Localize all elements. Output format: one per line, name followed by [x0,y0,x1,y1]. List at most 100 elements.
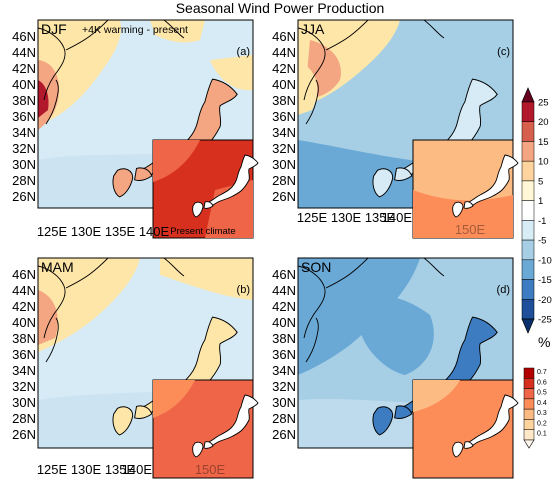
colorbar-change-label: -1 [538,216,546,227]
inset-present-son [412,379,519,479]
lat-tick: 26N [272,189,296,204]
lat-tick: 44N [12,283,36,298]
colorbar-present: 0.7 0.6 0.5 0.4 0.3 0.2 0.1 [523,367,547,449]
colorbar-change-label: 15 [538,137,549,148]
lon-tick: 130E [331,210,362,225]
lon-tick: 140E [382,210,413,225]
lat-axis-djf: 46N 44N 42N 40N 38N 36N 34N 32N 30N 28N … [12,29,36,204]
colorbar-change-segment [521,180,535,201]
colorbar-present-label: 0.5 [537,390,547,397]
lat-tick: 30N [272,157,296,172]
panel-letter-b: (b) [237,284,250,296]
panel-jja: JJA (c) 46N 44N 42N 40N 38N 36N 34N 32N … [272,19,519,239]
colorbar-present-label: 0.4 [537,400,547,407]
lon-tick: 125E [37,224,68,239]
inset-present-jja [412,139,519,239]
colorbar-present-segment [523,419,535,430]
lat-tick: 44N [272,283,296,298]
lon-tick: 140E [139,224,170,239]
lat-tick: 26N [12,189,36,204]
lat-tick: 46N [12,267,36,282]
inset-lon-tick: 150E [455,222,486,237]
lat-tick: 28N [12,173,36,188]
lon-tick: 135E [365,210,396,225]
lat-tick: 44N [272,45,296,60]
lat-tick: 38N [12,331,36,346]
lat-tick: 28N [12,411,36,426]
inset-present-djf: Present climate [152,139,259,239]
lat-tick: 36N [272,109,296,124]
lat-tick: 28N [272,173,296,188]
colorbar-present-segment [523,398,535,410]
colorbar-present-label: 0.3 [537,410,547,417]
lat-tick: 40N [12,77,36,92]
season-label-djf: DJF [41,21,67,37]
lat-tick: 30N [12,157,36,172]
lat-tick: 46N [272,29,296,44]
lon-tick: 135E [105,462,136,477]
lat-tick: 30N [12,395,36,410]
lat-tick: 28N [272,411,296,426]
lat-axis-son: 46N 44N 42N 40N 38N 36N 34N 32N 30N 28N … [272,267,296,442]
lat-tick: 38N [12,93,36,108]
colorbar-present-segment [523,429,535,441]
inset-caption: Present climate [170,226,235,237]
lat-tick: 36N [12,109,36,124]
colorbar-change-label: 5 [538,176,543,187]
colorbar-change-segment [521,101,535,122]
lat-tick: 34N [12,125,36,140]
lat-axis-mam: 46N 44N 42N 40N 38N 36N 34N 32N 30N 28N … [12,267,36,442]
lat-tick: 32N [272,379,296,394]
lat-axis-jja: 46N 44N 42N 40N 38N 36N 34N 32N 30N 28N … [272,29,296,204]
lat-tick: 30N [272,395,296,410]
colorbar-present-segment [523,408,535,420]
colorbar-change-label: -20 [538,295,552,306]
colorbar-change-label: 25 [538,98,549,109]
panel-mam: MAM (b) 46N 44N 42N 40N 38N 36N 34N 32N … [12,257,259,479]
lat-tick: 46N [272,267,296,282]
lon-axis-djf: 125E 130E 135E 140E [37,224,170,239]
colorbar-present-label: 0.1 [537,431,547,438]
colorbar-change-label: 10 [538,157,549,168]
lat-tick: 40N [12,315,36,330]
lat-tick: 42N [272,299,296,314]
panel-djf: Present climate DJF +4K warming - presen… [12,19,259,239]
colorbar-unit: % [538,334,550,350]
lat-tick: 34N [12,363,36,378]
colorbar-change-top-arrow [521,87,535,103]
colorbar-change-segment [521,160,535,182]
colorbar-change: 25 20 15 10 5 1 -1 -5 -10 -15 -20 -25% [521,87,552,350]
colorbar-present-segment [523,378,535,389]
colorbar-change-segment [521,220,535,241]
lat-tick: 32N [12,141,36,156]
colorbar-present-bottom-arrow [523,439,535,449]
lat-tick: 34N [272,125,296,140]
inset-lon-tick: 150E [195,462,226,477]
lon-tick: 125E [297,210,328,225]
colorbar-change-label: -5 [538,236,546,247]
colorbar-present-label: 0.6 [537,379,547,386]
colorbar-present-segment [523,388,535,400]
lat-tick: 36N [12,347,36,362]
colorbar-present-label: 0.7 [537,369,547,376]
panel-letter-a: (a) [237,46,250,58]
figure-title: Seasonal Wind Power Production [176,0,385,16]
panel-letter-d: (d) [497,284,510,296]
colorbar-change-label: 1 [538,196,543,207]
lat-tick: 32N [12,379,36,394]
colorbar-change-segment [521,141,535,162]
panel-subtitle: +4K warming - present [82,24,188,36]
colorbar-change-segment [521,299,535,320]
colorbar-change-segment [521,259,535,280]
colorbar-change-bottom-arrow [521,318,535,334]
colorbar-change-label: -15 [538,275,552,286]
season-label-mam: MAM [41,259,74,275]
season-label-son: SON [301,259,331,275]
panel-son: SON (d) 46N 44N 42N 40N 38N 36N 34N 32N … [272,257,519,479]
lat-tick: 46N [12,29,36,44]
colorbar-change-segment [521,121,535,142]
lon-tick: 130E [71,462,102,477]
colorbar-change-label: 20 [538,117,549,128]
lat-tick: 32N [272,141,296,156]
